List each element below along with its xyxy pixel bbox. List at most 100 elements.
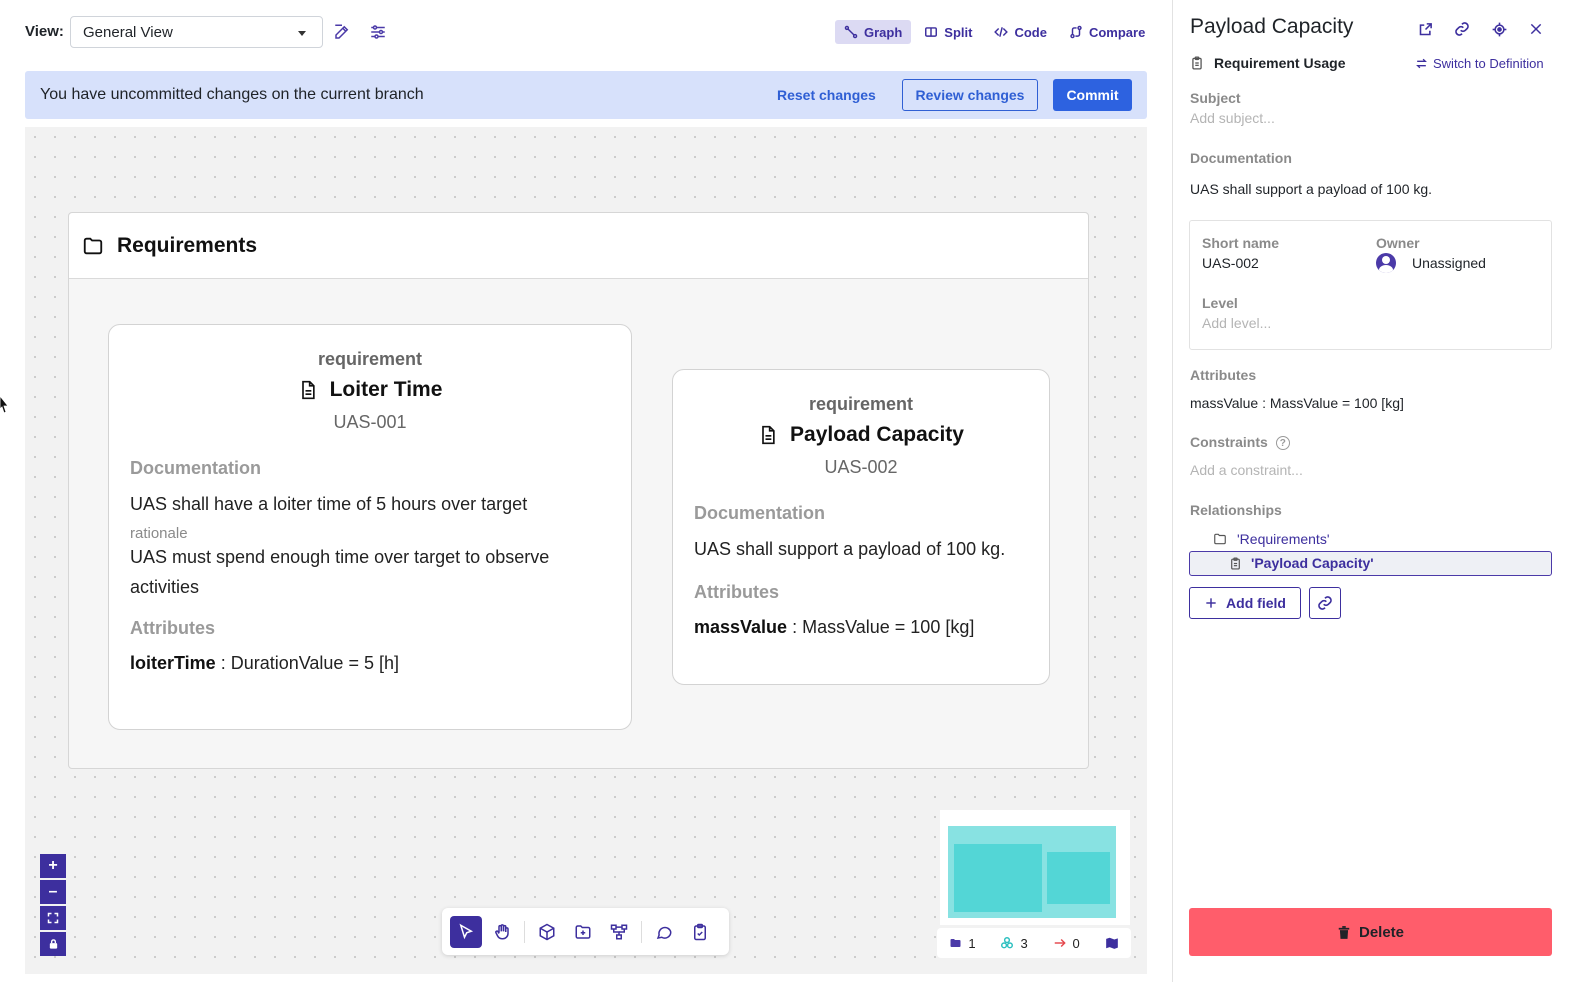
graph-canvas[interactable]: Requirements requirement Loiter Time UAS… — [25, 127, 1147, 974]
hand-icon — [495, 923, 509, 939]
locate-icon[interactable] — [1487, 17, 1511, 41]
toolbar-divider — [524, 920, 525, 943]
rationale-text: UAS must spend enough time over target t… — [130, 547, 550, 597]
zoom-controls: + – — [40, 854, 66, 956]
requirement-node-payload-capacity[interactable]: requirement Payload Capacity UAS-002 Doc… — [672, 369, 1050, 685]
map-icon — [1105, 937, 1118, 949]
properties-box: Short name UAS-002 Owner Unassigned Leve… — [1189, 220, 1552, 350]
zoom-out-button[interactable]: – — [40, 880, 66, 904]
attributes-heading: Attributes — [694, 582, 779, 602]
attribute-type-value: : MassValue = 100 [kg] — [787, 617, 975, 637]
relationship-item-payload-capacity[interactable]: 'Payload Capacity' — [1229, 555, 1374, 571]
package-node[interactable]: Requirements requirement Loiter Time UAS… — [68, 212, 1089, 769]
avatar — [1376, 253, 1396, 273]
folder-icon — [83, 237, 103, 254]
documentation-heading: Documentation — [694, 503, 826, 523]
lock-icon — [49, 939, 57, 949]
stat-elements-count: 3 — [1020, 935, 1028, 951]
attributes-label: Attributes — [1190, 367, 1257, 383]
add-field-button[interactable]: Add field — [1189, 587, 1301, 619]
sliders-icon[interactable] — [366, 20, 390, 44]
attributes-value[interactable]: massValue : MassValue = 100 [kg] — [1190, 395, 1404, 411]
fit-view-button[interactable] — [40, 906, 66, 930]
documentation-text: UAS shall have a loiter time of 5 hours … — [130, 494, 528, 514]
requirement-name: Loiter Time — [329, 378, 443, 401]
add-requirement-tool[interactable] — [684, 916, 716, 948]
clipboard-icon — [1231, 556, 1240, 570]
banner-message: You have uncommitted changes on the curr… — [40, 86, 424, 103]
documentation-label: Documentation — [1190, 150, 1292, 166]
switch-to-definition-label: Switch to Definition — [1433, 56, 1544, 71]
tab-graph-label: Graph — [864, 24, 903, 40]
requirement-node-loiter-time[interactable]: requirement Loiter Time UAS-001 Document… — [108, 324, 632, 730]
level-input[interactable]: Add level... — [1202, 315, 1272, 331]
level-label: Level — [1202, 295, 1238, 311]
tab-graph[interactable]: Graph — [835, 20, 912, 44]
pan-tool[interactable] — [486, 916, 518, 948]
help-icon[interactable]: ? — [1275, 436, 1290, 451]
constraints-label-text: Constraints — [1190, 434, 1268, 450]
panel-actions — [1413, 17, 1548, 41]
edit-view-icon[interactable] — [330, 20, 354, 44]
requirement-kind: requirement — [808, 394, 914, 414]
reset-changes-button[interactable]: Reset changes — [777, 87, 876, 103]
commit-button[interactable]: Commit — [1053, 79, 1132, 111]
subject-input[interactable]: Add subject... — [1190, 110, 1275, 126]
toolbar-divider — [641, 920, 642, 943]
add-link-button[interactable] — [1309, 587, 1341, 619]
delete-button[interactable]: Delete — [1189, 908, 1552, 956]
arrow-right-icon — [1054, 938, 1066, 948]
attribute-row: massValue : MassValue = 100 [kg] — [694, 617, 1028, 638]
select-tool[interactable] — [450, 915, 482, 948]
switch-to-definition-link[interactable]: Switch to Definition — [1415, 56, 1544, 71]
minimap-viewport — [948, 826, 1116, 918]
subject-label: Subject — [1190, 90, 1241, 106]
canvas-toolbar — [442, 908, 729, 955]
attribute-name: massValue — [694, 617, 788, 637]
short-name-label: Short name — [1202, 235, 1280, 251]
panel-title: Payload Capacity — [1190, 15, 1354, 38]
stat-elements: 3 — [1000, 935, 1028, 951]
swap-icon — [1416, 58, 1427, 69]
lock-button[interactable] — [40, 932, 66, 956]
relationships-label: Relationships — [1190, 502, 1282, 518]
review-changes-button[interactable]: Review changes — [902, 79, 1038, 111]
split-icon — [925, 27, 938, 37]
map-toggle[interactable] — [1105, 936, 1119, 950]
zoom-in-button[interactable]: + — [40, 854, 66, 878]
view-label: View: — [25, 23, 64, 40]
folder-icon — [1214, 533, 1226, 545]
documentation-value[interactable]: UAS shall support a payload of 100 kg. — [1190, 181, 1433, 197]
minimap[interactable] — [940, 810, 1130, 925]
fit-view-icon — [47, 912, 59, 924]
top-bar: View: General View Graph Split Code — [0, 0, 1172, 64]
stat-relations-count: 0 — [1072, 935, 1080, 951]
relationship-item-requirements[interactable]: 'Requirements' — [1212, 531, 1330, 547]
short-name-value[interactable]: UAS-002 — [1202, 255, 1259, 271]
owner-value[interactable]: Unassigned — [1376, 253, 1486, 273]
usage-type: Requirement Usage — [1190, 55, 1345, 71]
link-icon[interactable] — [1450, 17, 1474, 41]
requirement-short-id: UAS-001 — [333, 412, 407, 432]
tab-split[interactable]: Split — [915, 20, 981, 44]
tab-compare[interactable]: Compare — [1060, 20, 1154, 44]
compare-icon — [1070, 25, 1082, 39]
tab-code[interactable]: Code — [985, 20, 1056, 44]
requirement-name-row: Loiter Time — [109, 378, 631, 402]
view-select[interactable]: General View — [70, 16, 323, 48]
open-external-icon[interactable] — [1413, 17, 1437, 41]
view-select-value: General View — [83, 23, 173, 41]
add-package-tool[interactable] — [567, 916, 599, 948]
comment-tool[interactable] — [648, 916, 680, 948]
plus-icon — [1206, 598, 1216, 608]
close-icon[interactable] — [1524, 17, 1548, 41]
stat-packages: 1 — [949, 936, 976, 951]
mouse-cursor-icon — [0, 396, 9, 414]
relationship-item-selected[interactable] — [1189, 551, 1552, 576]
relationship-label: 'Payload Capacity' — [1251, 555, 1374, 571]
add-connection-tool[interactable] — [603, 916, 635, 948]
constraint-input[interactable]: Add a constraint... — [1190, 462, 1303, 478]
add-part-tool[interactable] — [531, 916, 563, 948]
attribute-type-value: : DurationValue = 5 [h] — [215, 653, 399, 673]
